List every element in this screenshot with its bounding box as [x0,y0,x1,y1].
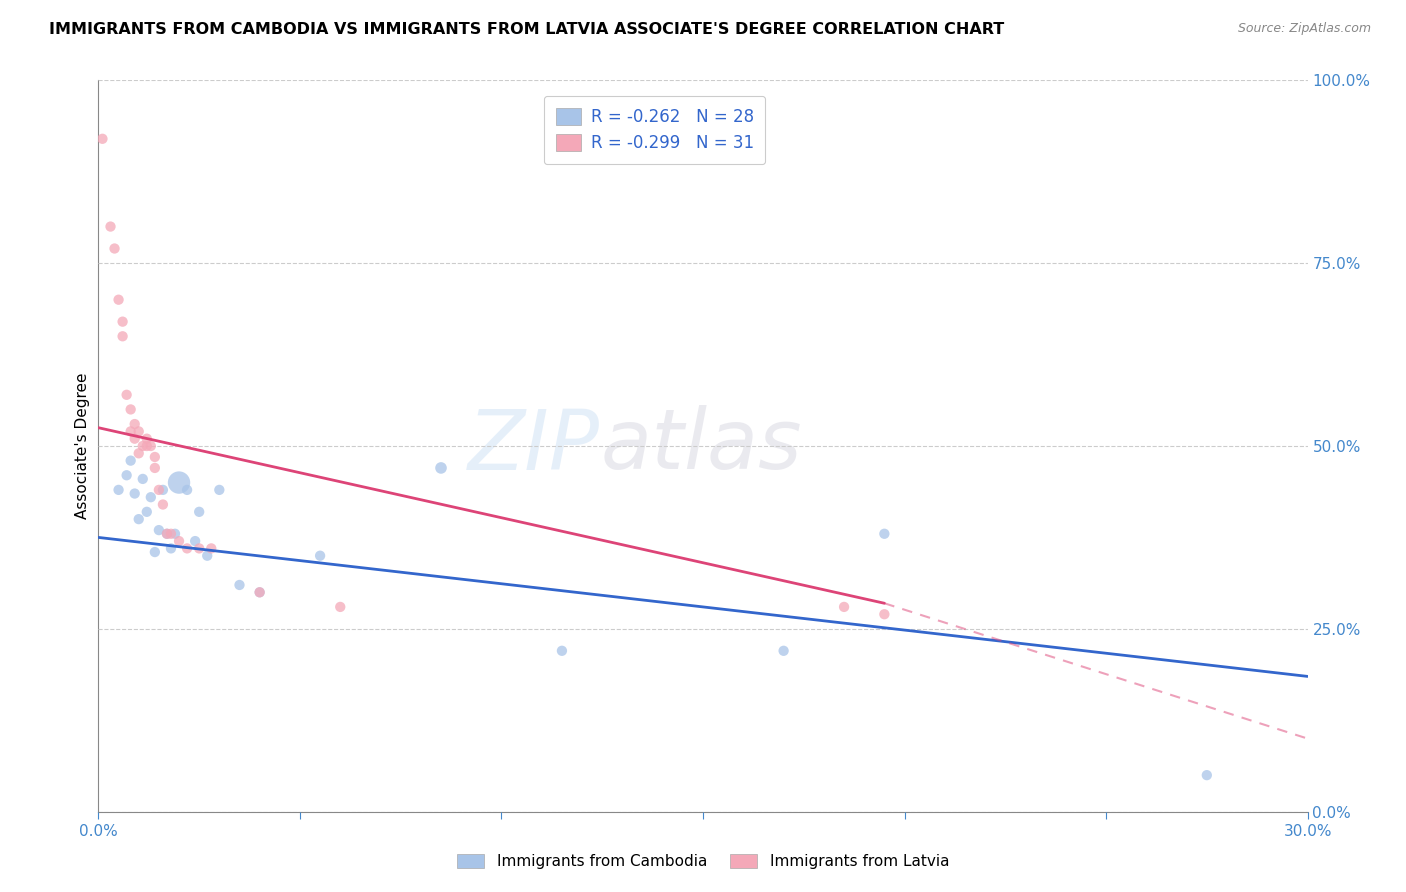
Legend: Immigrants from Cambodia, Immigrants from Latvia: Immigrants from Cambodia, Immigrants fro… [451,848,955,875]
Point [160,526,183,541]
Point [111,315,134,329]
Point [167,534,190,549]
Point [329,599,352,614]
Point [430,461,453,475]
Point [160,541,183,556]
Point [120,402,142,417]
Point [309,549,332,563]
Point [132,472,155,486]
Point [128,512,150,526]
Legend: R = -0.262   N = 28, R = -0.299   N = 31: R = -0.262 N = 28, R = -0.299 N = 31 [544,96,765,164]
Point [124,432,146,446]
Point [188,505,211,519]
Point [107,293,129,307]
Point [551,644,574,658]
Point [200,541,222,556]
Point [124,486,146,500]
Point [249,585,271,599]
Point [139,439,162,453]
Point [832,599,855,614]
Point [184,534,207,549]
Point [120,425,142,439]
Point [176,483,198,497]
Point [772,644,794,658]
Point [1195,768,1218,782]
Text: IMMIGRANTS FROM CAMBODIA VS IMMIGRANTS FROM LATVIA ASSOCIATE'S DEGREE CORRELATIO: IMMIGRANTS FROM CAMBODIA VS IMMIGRANTS F… [49,22,1004,37]
Point [152,483,174,497]
Text: atlas: atlas [600,406,801,486]
Point [148,523,170,537]
Point [115,468,138,483]
Text: ZIP: ZIP [468,406,600,486]
Point [195,549,218,563]
Point [100,219,122,234]
Point [107,483,129,497]
Point [188,541,211,556]
Point [156,526,179,541]
Point [120,453,142,467]
Point [143,461,166,475]
Point [143,450,166,464]
Point [167,475,190,490]
Point [135,432,157,446]
Point [163,526,186,541]
Point [208,483,231,497]
Point [103,242,125,256]
Y-axis label: Associate's Degree: Associate's Degree [75,373,90,519]
Point [111,329,134,343]
Point [873,526,896,541]
Point [176,541,198,556]
Point [135,505,157,519]
Point [873,607,896,622]
Point [156,526,179,541]
Point [132,439,155,453]
Point [152,498,174,512]
Point [115,388,138,402]
Point [148,483,170,497]
Point [124,417,146,431]
Point [143,545,166,559]
Point [135,439,157,453]
Point [139,490,162,504]
Point [128,446,150,460]
Point [128,425,150,439]
Point [228,578,250,592]
Point [91,132,114,146]
Text: Source: ZipAtlas.com: Source: ZipAtlas.com [1237,22,1371,36]
Point [249,585,271,599]
